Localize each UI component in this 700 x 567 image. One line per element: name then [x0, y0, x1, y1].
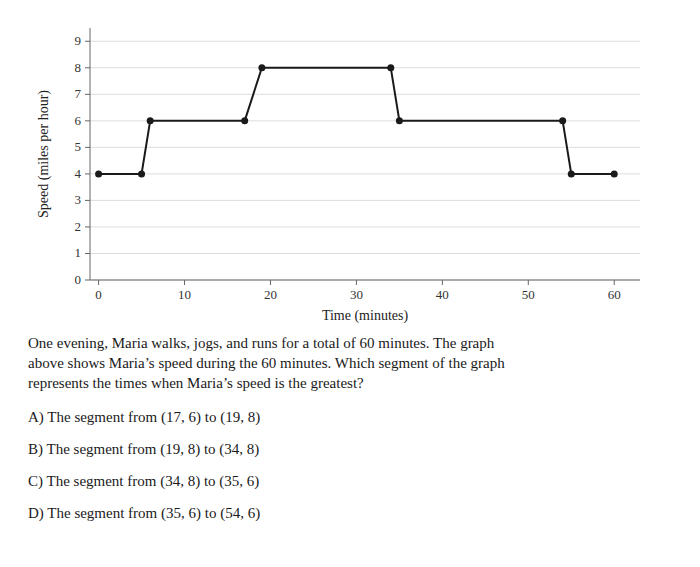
marker: [258, 64, 265, 71]
x-tick-label: 40: [436, 287, 449, 302]
y-tick-label: 9: [75, 33, 82, 48]
x-tick-label: 0: [95, 287, 102, 302]
x-tick: [184, 280, 185, 285]
y-tick: [85, 226, 90, 227]
marker: [611, 170, 618, 177]
annotation: B) The segment from (19, 8) to (34, 8): [28, 441, 259, 458]
grid-line: [90, 94, 640, 95]
x-tick-label: 20: [264, 287, 277, 302]
y-tick: [85, 41, 90, 42]
y-tick: [85, 67, 90, 68]
grid-line: [90, 173, 640, 174]
x-tick: [442, 280, 443, 285]
grid-line: [90, 200, 640, 201]
marker: [95, 170, 102, 177]
x-tick: [528, 280, 529, 285]
marker: [138, 170, 145, 177]
x-tick: [270, 280, 271, 285]
marker: [559, 117, 566, 124]
axes: 0 1 2 3 4 5 6 7 8 9 0 10 20 30 40 50 60: [75, 28, 641, 302]
y-tick-label: 5: [75, 139, 82, 154]
y-tick-label: 7: [75, 86, 82, 101]
marker: [147, 117, 154, 124]
y-tick-label: 8: [75, 60, 82, 75]
x-axis-line: [90, 280, 640, 281]
x-tick: [98, 280, 99, 285]
grid-line: [90, 280, 640, 281]
y-tick: [85, 147, 90, 148]
y-axis-label: Speed (miles per hour): [36, 90, 52, 218]
marker: [241, 117, 248, 124]
y-tick: [85, 94, 90, 95]
chart: 0 1 2 3 4 5 6 7 8 9 0 10 20 30 40 50 60 Time (minutes) Spe…: [0, 0, 700, 567]
x-tick-label: 30: [350, 287, 363, 302]
x-tick: [356, 280, 357, 285]
annotation: D) The segment from (35, 6) to (54, 6): [28, 505, 260, 522]
grid-line: [90, 41, 640, 42]
y-tick: [85, 200, 90, 201]
marker: [396, 117, 403, 124]
annotation: One evening, Maria walks, jogs, and runs…: [28, 335, 495, 351]
y-tick-label: 0: [75, 272, 82, 287]
annotation: above shows Maria’s speed during the 60 …: [28, 355, 505, 371]
annotation: C) The segment from (34, 8) to (35, 6): [28, 473, 259, 490]
grid-line: [90, 147, 640, 148]
x-axis-label: Time (minutes): [322, 308, 409, 324]
y-tick: [85, 120, 90, 121]
x-tick-label: 10: [178, 287, 191, 302]
marker: [568, 170, 575, 177]
y-tick-label: 6: [75, 113, 82, 128]
question-text: One evening, Maria walks, jogs, and runs…: [28, 335, 505, 522]
grid-line: [90, 226, 640, 227]
background: [0, 0, 700, 567]
grid-line: [90, 253, 640, 254]
marker: [387, 64, 394, 71]
annotation: A) The segment from (17, 6) to (19, 8): [28, 409, 260, 426]
annotation: represents the times when Maria’s speed …: [28, 375, 364, 391]
y-tick-label: 1: [75, 245, 82, 260]
y-tick-label: 4: [75, 166, 82, 181]
x-tick-label: 60: [608, 287, 621, 302]
x-tick-label: 50: [522, 287, 535, 302]
series: [95, 64, 618, 177]
line: [99, 68, 615, 174]
y-tick: [85, 280, 90, 281]
y-tick-label: 3: [75, 192, 82, 207]
y-tick-label: 2: [75, 219, 82, 234]
y-tick: [85, 253, 90, 254]
y-axis-line: [90, 28, 91, 280]
y-tick: [85, 173, 90, 174]
x-tick: [614, 280, 615, 285]
